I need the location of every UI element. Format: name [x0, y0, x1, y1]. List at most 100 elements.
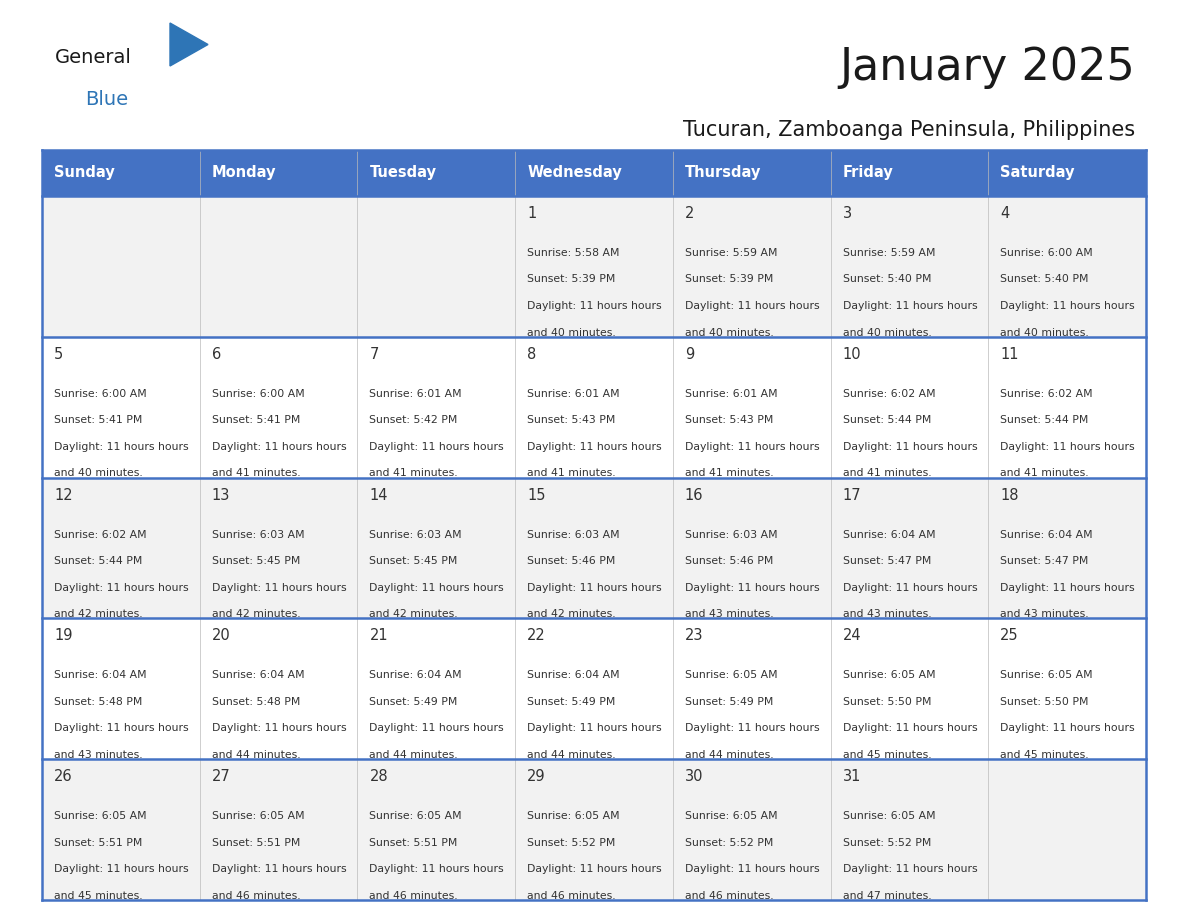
Text: Sunrise: 5:59 AM: Sunrise: 5:59 AM [842, 248, 935, 258]
Text: and 40 minutes.: and 40 minutes. [1000, 328, 1089, 338]
Text: Daylight: 11 hours hours: Daylight: 11 hours hours [684, 864, 820, 874]
Text: and 45 minutes.: and 45 minutes. [842, 750, 931, 760]
Text: 12: 12 [53, 487, 72, 502]
Text: Blue: Blue [86, 90, 128, 109]
Text: Daylight: 11 hours hours: Daylight: 11 hours hours [842, 583, 978, 593]
Text: Sunrise: 6:00 AM: Sunrise: 6:00 AM [1000, 248, 1093, 258]
Text: Sunset: 5:51 PM: Sunset: 5:51 PM [53, 838, 143, 847]
Bar [358, 477, 516, 619]
Text: Sunrise: 6:05 AM: Sunrise: 6:05 AM [1000, 670, 1093, 680]
Bar [830, 150, 988, 196]
Bar [830, 759, 988, 900]
Text: Sunrise: 6:04 AM: Sunrise: 6:04 AM [369, 670, 462, 680]
Text: Thursday: Thursday [684, 165, 762, 181]
Bar [672, 337, 830, 477]
Text: Friday: Friday [842, 165, 893, 181]
Text: Sunset: 5:41 PM: Sunset: 5:41 PM [211, 415, 301, 425]
Bar [358, 759, 516, 900]
Bar [516, 150, 672, 196]
Text: January 2025: January 2025 [839, 46, 1135, 89]
Text: Monday: Monday [211, 165, 277, 181]
Bar [42, 477, 200, 619]
Bar [988, 759, 1146, 900]
Text: Sunset: 5:45 PM: Sunset: 5:45 PM [369, 556, 457, 566]
Text: and 46 minutes.: and 46 minutes. [527, 890, 615, 901]
Text: 17: 17 [842, 487, 861, 502]
Text: Daylight: 11 hours hours: Daylight: 11 hours hours [369, 442, 504, 452]
Text: 22: 22 [527, 629, 546, 644]
Text: Daylight: 11 hours hours: Daylight: 11 hours hours [211, 442, 347, 452]
Text: Daylight: 11 hours hours: Daylight: 11 hours hours [53, 723, 189, 733]
Text: Sunset: 5:39 PM: Sunset: 5:39 PM [684, 274, 773, 285]
Text: Sunset: 5:47 PM: Sunset: 5:47 PM [842, 556, 931, 566]
Bar [42, 337, 200, 477]
Text: 11: 11 [1000, 347, 1019, 362]
Text: 26: 26 [53, 769, 72, 784]
Text: 28: 28 [369, 769, 388, 784]
Bar [42, 619, 200, 759]
Text: Daylight: 11 hours hours: Daylight: 11 hours hours [211, 583, 347, 593]
Text: Sunset: 5:41 PM: Sunset: 5:41 PM [53, 415, 143, 425]
Text: Sunset: 5:39 PM: Sunset: 5:39 PM [527, 274, 615, 285]
Text: Saturday: Saturday [1000, 165, 1075, 181]
Text: Daylight: 11 hours hours: Daylight: 11 hours hours [1000, 723, 1135, 733]
Text: 3: 3 [842, 206, 852, 221]
Text: Daylight: 11 hours hours: Daylight: 11 hours hours [53, 864, 189, 874]
Text: Sunset: 5:48 PM: Sunset: 5:48 PM [211, 697, 301, 707]
Text: Wednesday: Wednesday [527, 165, 621, 181]
Text: Daylight: 11 hours hours: Daylight: 11 hours hours [842, 723, 978, 733]
Text: 19: 19 [53, 629, 72, 644]
Text: and 42 minutes.: and 42 minutes. [211, 610, 301, 619]
Bar [672, 619, 830, 759]
Text: Sunset: 5:44 PM: Sunset: 5:44 PM [53, 556, 143, 566]
Text: Sunrise: 5:59 AM: Sunrise: 5:59 AM [684, 248, 777, 258]
Text: Daylight: 11 hours hours: Daylight: 11 hours hours [527, 442, 662, 452]
Text: 4: 4 [1000, 206, 1010, 221]
Bar [516, 759, 672, 900]
Text: Daylight: 11 hours hours: Daylight: 11 hours hours [211, 723, 347, 733]
Text: and 40 minutes.: and 40 minutes. [53, 468, 143, 478]
Text: and 46 minutes.: and 46 minutes. [211, 890, 301, 901]
Bar [988, 196, 1146, 337]
Text: and 40 minutes.: and 40 minutes. [527, 328, 615, 338]
Text: Sunset: 5:40 PM: Sunset: 5:40 PM [842, 274, 931, 285]
Text: Sunset: 5:52 PM: Sunset: 5:52 PM [684, 838, 773, 847]
Text: Sunset: 5:49 PM: Sunset: 5:49 PM [527, 697, 615, 707]
Text: Sunrise: 6:03 AM: Sunrise: 6:03 AM [684, 530, 777, 540]
Text: and 44 minutes.: and 44 minutes. [684, 750, 773, 760]
Text: 6: 6 [211, 347, 221, 362]
Text: 18: 18 [1000, 487, 1019, 502]
Bar [358, 196, 516, 337]
Text: and 46 minutes.: and 46 minutes. [369, 890, 459, 901]
Text: and 44 minutes.: and 44 minutes. [211, 750, 301, 760]
Text: Daylight: 11 hours hours: Daylight: 11 hours hours [527, 301, 662, 311]
Text: Sunrise: 6:00 AM: Sunrise: 6:00 AM [211, 389, 304, 398]
Text: Sunrise: 6:00 AM: Sunrise: 6:00 AM [53, 389, 147, 398]
Bar [200, 337, 358, 477]
Text: Daylight: 11 hours hours: Daylight: 11 hours hours [684, 723, 820, 733]
Bar [200, 759, 358, 900]
Text: 9: 9 [684, 347, 694, 362]
Text: Sunrise: 6:05 AM: Sunrise: 6:05 AM [842, 670, 935, 680]
Text: Daylight: 11 hours hours: Daylight: 11 hours hours [527, 583, 662, 593]
Text: Daylight: 11 hours hours: Daylight: 11 hours hours [369, 723, 504, 733]
Bar [988, 619, 1146, 759]
Bar [42, 196, 200, 337]
Text: and 45 minutes.: and 45 minutes. [53, 890, 143, 901]
Text: and 40 minutes.: and 40 minutes. [684, 328, 773, 338]
Text: Sunset: 5:50 PM: Sunset: 5:50 PM [1000, 697, 1088, 707]
Text: 14: 14 [369, 487, 388, 502]
Bar [672, 196, 830, 337]
Text: 7: 7 [369, 347, 379, 362]
Text: 21: 21 [369, 629, 388, 644]
Text: Daylight: 11 hours hours: Daylight: 11 hours hours [369, 864, 504, 874]
Text: Sunset: 5:49 PM: Sunset: 5:49 PM [369, 697, 457, 707]
Text: Sunset: 5:48 PM: Sunset: 5:48 PM [53, 697, 143, 707]
Text: Sunrise: 5:58 AM: Sunrise: 5:58 AM [527, 248, 620, 258]
Bar [200, 196, 358, 337]
Text: 27: 27 [211, 769, 230, 784]
Text: and 41 minutes.: and 41 minutes. [369, 468, 459, 478]
Text: General: General [55, 48, 132, 67]
Text: 16: 16 [684, 487, 703, 502]
Text: Sunrise: 6:04 AM: Sunrise: 6:04 AM [1000, 530, 1093, 540]
